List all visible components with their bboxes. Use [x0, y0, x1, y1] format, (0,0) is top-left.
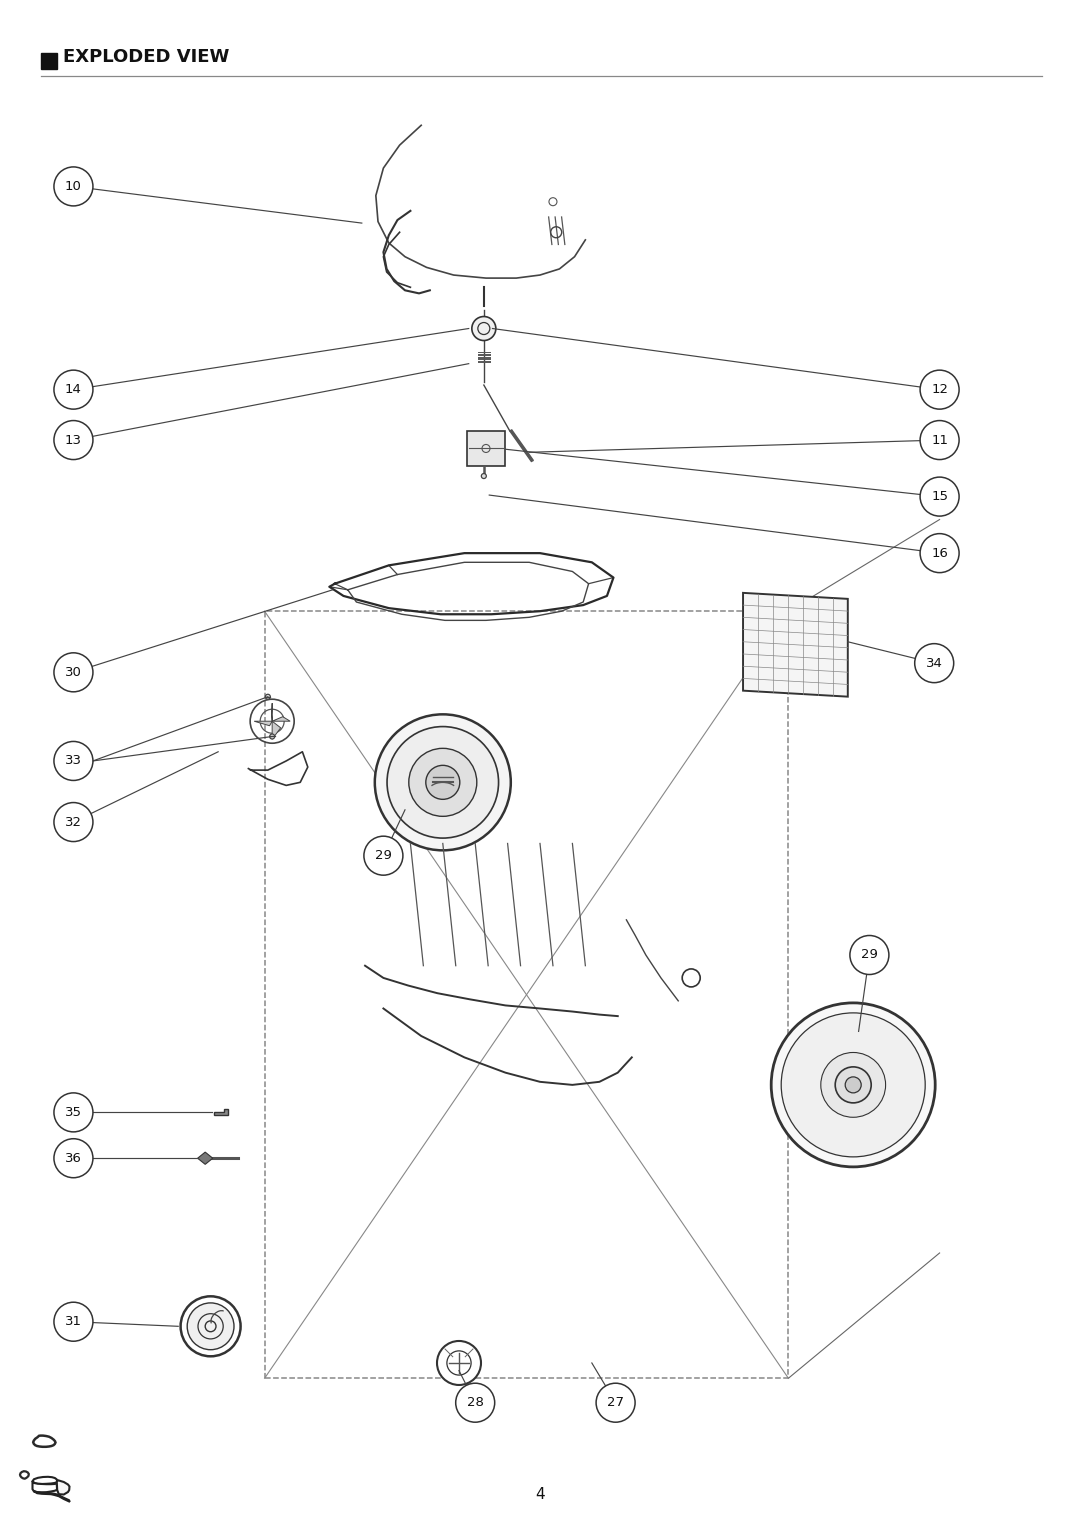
Text: 16: 16 — [931, 547, 948, 559]
Text: EXPLODED VIEW: EXPLODED VIEW — [63, 47, 229, 66]
Polygon shape — [21, 1471, 29, 1479]
Circle shape — [387, 727, 499, 837]
Circle shape — [54, 652, 93, 692]
Text: 14: 14 — [65, 384, 82, 396]
Circle shape — [54, 741, 93, 781]
Text: 12: 12 — [931, 384, 948, 396]
Circle shape — [54, 1093, 93, 1132]
Circle shape — [180, 1296, 241, 1357]
Polygon shape — [254, 721, 272, 726]
Circle shape — [437, 1342, 481, 1384]
Circle shape — [426, 766, 460, 799]
Circle shape — [821, 1053, 886, 1117]
Circle shape — [54, 420, 93, 460]
Text: 10: 10 — [65, 180, 82, 193]
Polygon shape — [33, 1491, 69, 1502]
Text: 34: 34 — [926, 657, 943, 669]
Circle shape — [54, 1302, 93, 1342]
Circle shape — [835, 1067, 872, 1103]
Polygon shape — [32, 1476, 57, 1484]
Circle shape — [375, 714, 511, 851]
Text: 28: 28 — [467, 1397, 484, 1409]
Circle shape — [198, 1314, 224, 1339]
Circle shape — [270, 733, 274, 740]
Circle shape — [364, 836, 403, 876]
Text: 32: 32 — [65, 816, 82, 828]
Polygon shape — [272, 717, 291, 721]
Circle shape — [409, 749, 476, 816]
Circle shape — [920, 477, 959, 516]
Circle shape — [596, 1383, 635, 1423]
Circle shape — [771, 1002, 935, 1167]
Circle shape — [472, 316, 496, 341]
Text: 15: 15 — [931, 490, 948, 503]
Circle shape — [447, 1351, 471, 1375]
Text: 33: 33 — [65, 755, 82, 767]
Circle shape — [54, 802, 93, 842]
Text: 36: 36 — [65, 1152, 82, 1164]
Text: 4: 4 — [536, 1487, 544, 1502]
Circle shape — [54, 370, 93, 410]
Text: 27: 27 — [607, 1397, 624, 1409]
Circle shape — [456, 1383, 495, 1423]
Circle shape — [482, 474, 486, 478]
Text: 35: 35 — [65, 1106, 82, 1118]
Text: 13: 13 — [65, 434, 82, 446]
Polygon shape — [272, 721, 281, 740]
Polygon shape — [198, 1152, 213, 1164]
Circle shape — [850, 935, 889, 975]
Circle shape — [266, 694, 270, 700]
Circle shape — [205, 1320, 216, 1332]
Circle shape — [54, 167, 93, 206]
Text: 30: 30 — [65, 666, 82, 678]
Circle shape — [54, 1138, 93, 1178]
Polygon shape — [743, 593, 848, 697]
Polygon shape — [33, 1436, 55, 1447]
Text: 29: 29 — [861, 949, 878, 961]
Polygon shape — [57, 1481, 69, 1494]
Circle shape — [920, 420, 959, 460]
Polygon shape — [214, 1109, 228, 1115]
FancyBboxPatch shape — [467, 431, 505, 466]
Polygon shape — [32, 1481, 57, 1493]
Polygon shape — [510, 429, 534, 461]
Circle shape — [920, 533, 959, 573]
Text: 29: 29 — [375, 850, 392, 862]
Circle shape — [846, 1077, 861, 1093]
Circle shape — [920, 370, 959, 410]
Text: 31: 31 — [65, 1316, 82, 1328]
Circle shape — [781, 1013, 926, 1157]
Bar — [41, 53, 57, 69]
Circle shape — [187, 1303, 234, 1349]
Circle shape — [477, 322, 490, 335]
Circle shape — [915, 643, 954, 683]
Text: 11: 11 — [931, 434, 948, 446]
